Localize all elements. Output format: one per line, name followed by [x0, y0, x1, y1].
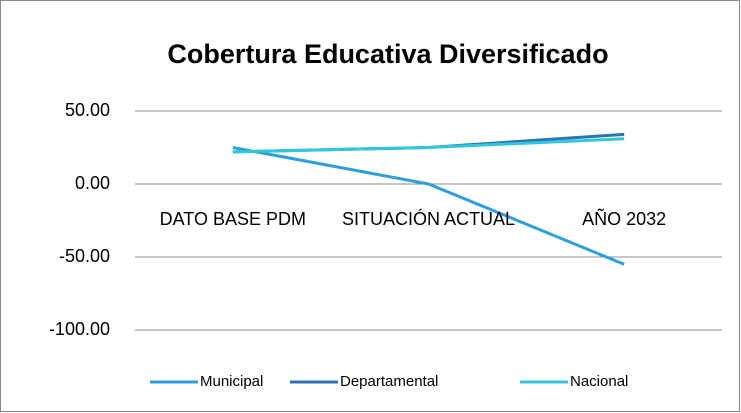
legend-label: Nacional — [570, 373, 628, 390]
x-tick-label: AÑO 2032 — [582, 209, 667, 229]
chart-title: Cobertura Educativa Diversificado — [167, 39, 608, 69]
y-tick-label: 50.00 — [65, 100, 110, 120]
y-tick-label: -100.00 — [49, 319, 110, 339]
legend-label: Municipal — [200, 373, 263, 390]
x-tick-label: DATO BASE PDM — [159, 209, 307, 229]
y-tick-label: -50.00 — [59, 246, 110, 266]
line-series — [232, 137, 625, 154]
legend-label: Departamental — [340, 373, 438, 390]
x-tick-label: SITUACIÓN ACTUAL — [341, 209, 516, 229]
line-series — [232, 146, 625, 266]
y-tick-label: 0.00 — [75, 173, 110, 193]
